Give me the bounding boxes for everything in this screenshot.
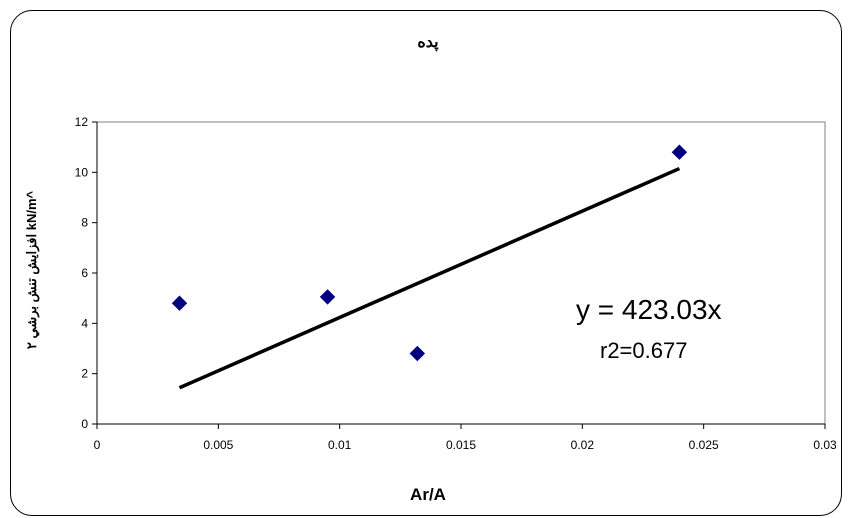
chart-title: پده (417, 34, 439, 52)
y-tick-label: 0 (81, 417, 88, 431)
x-axis-ticks: 0 0.005 0.01 0.015 0.02 0.025 0.03 (94, 424, 837, 452)
x-axis-label: Ar/A (410, 485, 446, 504)
y-tick-label: 8 (81, 216, 88, 230)
trendline (178, 166, 681, 390)
x-tick-label: 0.01 (328, 438, 352, 452)
y-tick-label: 10 (75, 165, 89, 179)
y-axis-ticks: 0 2 4 6 8 10 12 (75, 115, 97, 431)
x-tick-label: 0.015 (446, 438, 476, 452)
r-squared-label: r2=0.677 (600, 338, 687, 363)
y-tick-label: 2 (81, 367, 88, 381)
y-tick-label: 6 (81, 266, 88, 280)
data-point-marker (671, 144, 688, 160)
data-point-marker (409, 345, 426, 362)
data-point-marker (171, 295, 188, 311)
y-tick-label: 4 (81, 316, 88, 330)
data-points (171, 144, 688, 362)
plot-area (96, 121, 826, 425)
x-tick-label: 0.03 (813, 438, 837, 452)
x-tick-label: 0.005 (203, 438, 233, 452)
x-tick-label: 0 (94, 438, 101, 452)
x-tick-label: 0.025 (689, 438, 719, 452)
x-tick-label: 0.02 (571, 438, 595, 452)
equation-label: y = 423.03x (576, 294, 722, 325)
y-axis-label: افزايش تنش برشي ۲ kN/m^ (24, 190, 40, 349)
data-point-marker (319, 289, 336, 305)
y-tick-label: 12 (75, 115, 89, 129)
